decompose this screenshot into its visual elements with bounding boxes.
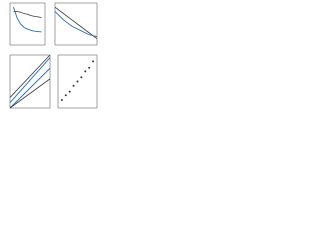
data-point <box>88 66 91 69</box>
data-line <box>54 11 98 38</box>
data-point <box>72 84 75 87</box>
data-point <box>68 90 71 93</box>
data-point <box>64 94 67 97</box>
plot-frame <box>9 2 46 46</box>
data-point <box>84 70 87 73</box>
data-point <box>92 60 95 63</box>
page: (() => { const data = JSON.parse(documen… <box>0 0 320 111</box>
plot-frame <box>57 54 98 109</box>
data-point <box>76 80 79 83</box>
plot-frame <box>9 54 51 109</box>
plot-frame <box>54 2 98 46</box>
data-line <box>9 67 51 109</box>
data-point <box>80 76 83 79</box>
data-line <box>9 54 51 98</box>
data-line <box>9 78 51 109</box>
data-point <box>60 99 63 102</box>
data-line <box>13 7 42 33</box>
data-line <box>13 10 42 19</box>
data-line <box>9 57 51 103</box>
figure <box>9 2 98 109</box>
data-line <box>54 6 98 40</box>
